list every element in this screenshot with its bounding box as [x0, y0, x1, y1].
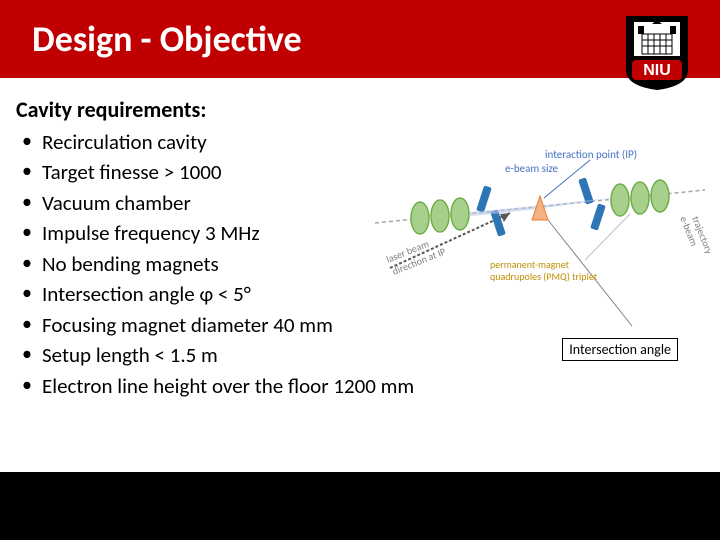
quad-ellipse [451, 198, 469, 230]
list-item: Electron line height over the floor 1200… [22, 371, 442, 401]
quad-ellipse [651, 180, 669, 212]
content-area: Cavity requirements: Recirculation cavit… [0, 78, 720, 401]
label-ebeam-size: e-beam size [505, 162, 559, 175]
mirror [590, 203, 606, 230]
header-bar: Design - Objective [0, 0, 720, 78]
intersection-angle-caption: Intersection angle [562, 338, 678, 361]
page-title: Design - Objective [32, 17, 302, 61]
quad-ellipse [411, 202, 429, 234]
label-ip: interaction point (IP) [545, 148, 637, 161]
quad-ellipse [631, 182, 649, 214]
quad-ellipse [611, 184, 629, 216]
quad-ellipse [431, 200, 449, 232]
logo-text: NIU [643, 62, 671, 79]
mirror [476, 185, 492, 212]
beam-diagram: e-beam size interaction point (IP) laser… [370, 128, 710, 348]
niu-logo: NIU [622, 12, 692, 92]
requirements-heading: Cavity requirements: [16, 96, 704, 123]
label-pmq2: quadrupoles (PMQ) triplet [490, 270, 598, 283]
footer-bar [0, 472, 720, 540]
